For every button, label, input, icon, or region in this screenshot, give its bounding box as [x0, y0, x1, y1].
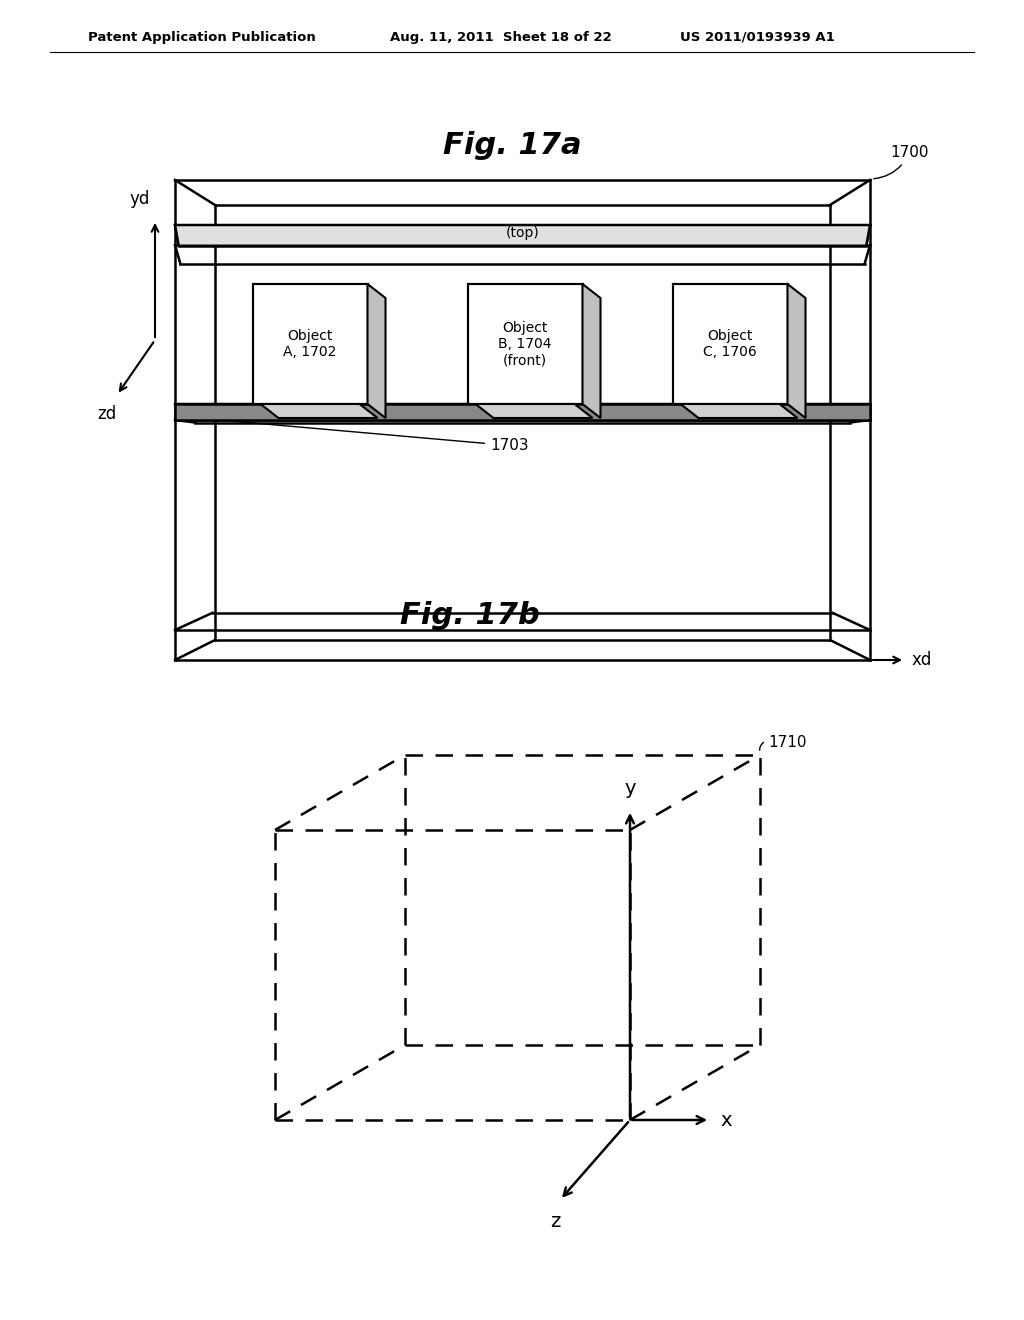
Polygon shape: [175, 404, 870, 408]
Polygon shape: [583, 284, 600, 418]
Text: Object
A, 1702: Object A, 1702: [284, 329, 337, 359]
Text: (top): (top): [506, 227, 540, 240]
Text: Object
B, 1704
(front): Object B, 1704 (front): [499, 321, 552, 367]
Text: 1700: 1700: [873, 145, 929, 178]
Bar: [673, 284, 787, 404]
Text: Fig. 17a: Fig. 17a: [442, 131, 582, 160]
Bar: [175, 404, 870, 420]
Text: Object
C, 1706: Object C, 1706: [703, 329, 757, 359]
Polygon shape: [681, 404, 798, 418]
Text: x: x: [720, 1110, 731, 1130]
Text: Patent Application Publication: Patent Application Publication: [88, 30, 315, 44]
Text: US 2011/0193939 A1: US 2011/0193939 A1: [680, 30, 835, 44]
Text: 1710: 1710: [768, 735, 807, 750]
Polygon shape: [260, 404, 378, 418]
Text: yd: yd: [130, 190, 150, 209]
Bar: [468, 284, 583, 404]
Text: Fig. 17b: Fig. 17b: [400, 601, 540, 630]
Text: xd: xd: [912, 651, 933, 669]
Text: zd: zd: [97, 405, 117, 422]
Text: 1703: 1703: [227, 421, 528, 453]
Polygon shape: [475, 404, 593, 418]
Text: z: z: [550, 1212, 560, 1232]
Polygon shape: [175, 224, 870, 246]
Bar: [253, 284, 368, 404]
Polygon shape: [368, 284, 385, 418]
Polygon shape: [787, 284, 806, 418]
Text: y: y: [625, 779, 636, 799]
Text: Aug. 11, 2011  Sheet 18 of 22: Aug. 11, 2011 Sheet 18 of 22: [390, 30, 611, 44]
